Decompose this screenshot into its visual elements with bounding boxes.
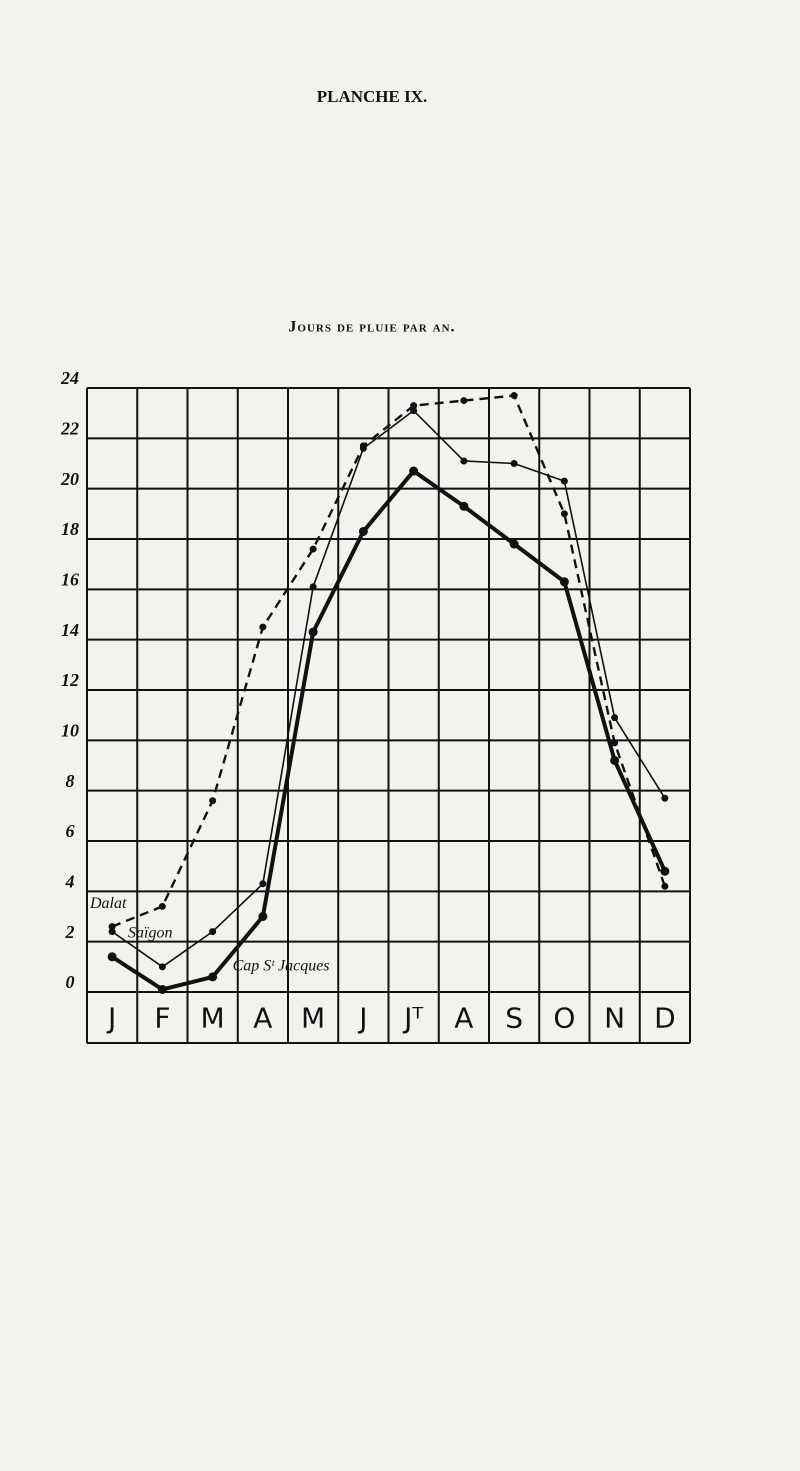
- data-point: [661, 882, 669, 890]
- data-point: [157, 984, 167, 994]
- y-tick-label: 22: [60, 418, 79, 438]
- x-tick-label: A: [454, 1002, 473, 1035]
- data-point: [209, 928, 217, 936]
- series-name: Cap Sᵗ Jacques: [233, 958, 330, 975]
- x-tick-label: O: [553, 1002, 575, 1035]
- x-tick-label: A: [253, 1002, 272, 1035]
- x-tick-label: J: [106, 1002, 116, 1035]
- data-point: [108, 923, 116, 931]
- y-tick-label: 16: [61, 569, 79, 589]
- data-point: [258, 912, 268, 921]
- data-point: [308, 627, 318, 637]
- y-tick-label: 20: [60, 469, 79, 489]
- y-tick-label: 4: [65, 871, 75, 891]
- x-tick-label: S: [505, 1002, 523, 1035]
- y-tick-label: 12: [61, 670, 79, 690]
- y-tick-label: 24: [60, 368, 79, 388]
- data-point: [460, 457, 468, 465]
- x-tick-label: M: [301, 1002, 325, 1035]
- x-tick-label: F: [154, 1002, 170, 1035]
- series-name: Saïgon: [128, 924, 172, 941]
- data-point: [158, 902, 166, 910]
- y-tick-label: 8: [66, 771, 75, 791]
- data-point: [611, 714, 619, 722]
- data-point: [459, 501, 469, 511]
- y-tick-label: 14: [61, 620, 79, 640]
- series-name: Dalat: [89, 895, 127, 912]
- data-point: [559, 577, 569, 587]
- y-tick-label: 6: [66, 821, 75, 841]
- data-point: [259, 623, 267, 631]
- data-point: [108, 928, 116, 936]
- x-tick-label: J: [357, 1002, 367, 1035]
- plate-title: PLANCHE IX.: [317, 87, 428, 106]
- data-point: [358, 526, 368, 536]
- data-point: [661, 794, 669, 802]
- data-point: [660, 866, 670, 876]
- y-tick-label: 10: [61, 720, 79, 740]
- data-point: [610, 755, 620, 765]
- x-tick-label: D: [654, 1002, 676, 1035]
- x-tick-label: N: [604, 1002, 625, 1035]
- x-tick-label: M: [201, 1002, 225, 1035]
- data-point: [259, 880, 267, 888]
- data-point: [107, 952, 117, 962]
- data-point: [560, 510, 568, 518]
- y-tick-label: 0: [66, 972, 75, 992]
- data-point: [510, 392, 518, 400]
- x-tick-label: Jᵀ: [402, 1002, 423, 1035]
- data-point: [209, 797, 217, 805]
- data-point: [510, 460, 518, 467]
- series-line: [111, 409, 666, 968]
- data-point: [208, 972, 218, 982]
- data-point: [409, 466, 419, 476]
- data-point: [359, 444, 367, 452]
- data-point: [460, 397, 468, 405]
- data-point: [509, 539, 519, 549]
- y-tick-label: 2: [65, 922, 75, 942]
- data-point: [410, 402, 418, 410]
- y-tick-label: 18: [61, 519, 79, 539]
- data-point: [309, 545, 317, 553]
- data-point: [560, 477, 568, 485]
- series-line: [111, 394, 667, 928]
- chart-title: Jours de pluie par an.: [288, 319, 455, 336]
- series-line: [111, 469, 667, 992]
- data-point: [611, 739, 619, 747]
- data-point: [309, 583, 317, 591]
- data-point: [158, 963, 166, 971]
- data-point: [410, 407, 418, 415]
